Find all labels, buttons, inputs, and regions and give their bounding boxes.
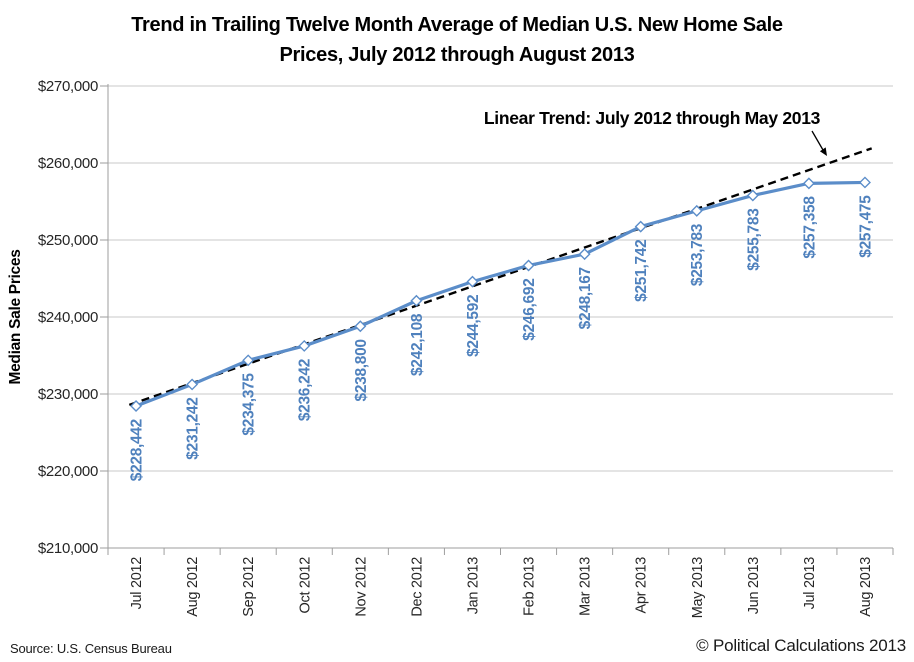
data-label: $257,475 <box>857 195 874 258</box>
data-label: $248,167 <box>577 267 594 329</box>
data-point-marker <box>746 189 759 202</box>
x-tick-label: Jul 2013 <box>802 557 818 610</box>
data-label: $253,783 <box>689 223 706 286</box>
data-point-marker <box>858 176 871 189</box>
trend-annotation: Linear Trend: July 2012 through May 2013 <box>484 108 821 128</box>
data-point-marker <box>522 259 535 272</box>
x-tick-label: Feb 2013 <box>522 557 538 616</box>
x-tick-label: Dec 2012 <box>409 557 425 617</box>
data-label: $242,108 <box>409 313 426 376</box>
data-point-marker <box>242 354 255 367</box>
y-axis-title: Median Sale Prices <box>7 249 24 384</box>
x-tick-label: Aug 2013 <box>858 557 874 617</box>
y-tick-label: $210,000 <box>38 540 98 557</box>
data-label: $246,692 <box>521 278 538 340</box>
data-label: $234,375 <box>241 373 258 436</box>
y-tick-label: $250,000 <box>38 232 98 249</box>
data-point-marker <box>298 339 311 352</box>
data-label: $238,800 <box>353 339 370 401</box>
x-tick-label: Jul 2012 <box>129 557 145 610</box>
data-point-marker <box>578 248 591 261</box>
data-point-marker <box>690 204 703 217</box>
chart-title: Trend in Trailing Twelve Month Average o… <box>131 14 783 66</box>
x-tick-label: Aug 2012 <box>185 557 201 617</box>
data-point-marker <box>186 378 199 391</box>
data-label: $251,742 <box>633 240 650 302</box>
data-label: $236,242 <box>297 359 314 421</box>
x-tick-label: Nov 2012 <box>353 557 369 617</box>
data-label: $244,592 <box>465 295 482 357</box>
annotation-arrowhead <box>819 147 827 156</box>
data-point-marker <box>130 400 143 412</box>
y-tick-label: $230,000 <box>38 386 98 403</box>
y-tick-label: $270,000 <box>38 78 98 95</box>
x-tick-label: Apr 2013 <box>634 557 650 614</box>
data-point-marker <box>802 177 815 190</box>
copyright-note: © Political Calculations 2013 <box>696 636 906 655</box>
y-tick-label: $240,000 <box>38 309 98 326</box>
trend-line <box>128 147 873 407</box>
x-tick-label: Oct 2012 <box>297 557 313 614</box>
data-point-marker <box>354 320 367 333</box>
series-line <box>135 180 865 408</box>
y-tick-label: $260,000 <box>38 155 98 172</box>
plot-area: $270,000 $260,000 $250,000 $240,000 $230,000… <box>7 78 894 619</box>
y-tick-label: $220,000 <box>38 463 98 480</box>
x-tick-label: Mar 2013 <box>578 557 594 616</box>
source-note: Source: U.S. Census Bureau <box>10 641 172 656</box>
x-tick-label: Sep 2012 <box>241 557 257 617</box>
annotation-arrow-line <box>811 130 824 151</box>
data-label: $231,242 <box>185 397 202 459</box>
data-point-marker <box>466 275 479 288</box>
x-tick-label: May 2013 <box>690 557 706 619</box>
x-tick-label: Jan 2013 <box>465 557 481 614</box>
x-tick-label: Jun 2013 <box>746 557 762 614</box>
data-point-marker <box>410 294 423 307</box>
data-label: $255,783 <box>745 208 762 271</box>
data-label: $257,358 <box>801 196 818 259</box>
data-point-marker <box>634 220 647 233</box>
data-label: $228,442 <box>129 419 146 481</box>
footer: Source: U.S. Census Bureau © Political C… <box>10 636 906 656</box>
